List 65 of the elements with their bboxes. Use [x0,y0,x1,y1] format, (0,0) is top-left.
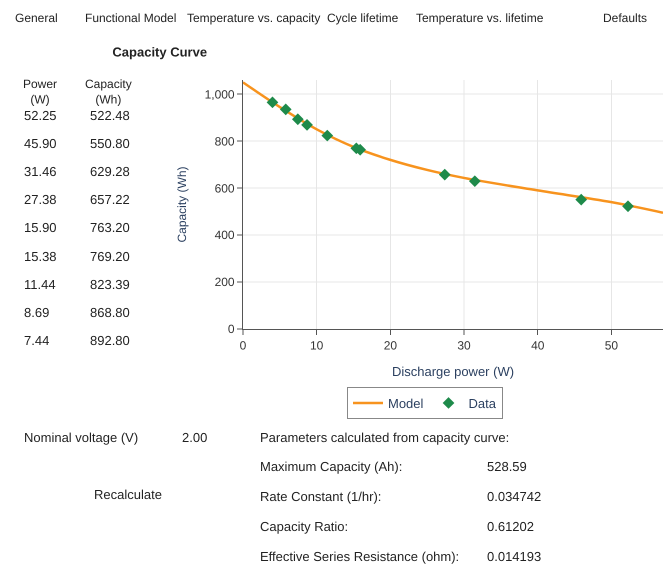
text: 45.90 [24,136,57,151]
point [280,104,292,116]
legend-label: Data [468,396,497,412]
text: Effective Series Resistance (ohm): [260,549,460,564]
text: Recalculate [94,487,162,502]
x-tick-label: 30 [457,338,472,352]
y-tick-label: 400 [214,228,235,242]
text: 15.38 [24,249,57,264]
text: 528.59 [487,459,527,474]
x-axis-title: Discharge power (W) [392,364,514,379]
text: 868.80 [90,305,130,320]
text: 31.46 [24,164,57,179]
text: 52.25 [24,108,57,123]
y-tick-label: 800 [214,134,235,148]
text: 11.44 [24,277,56,292]
text: 629.28 [90,164,130,179]
point [622,200,634,212]
y-tick-label: 1,000 [204,87,235,102]
point [266,96,278,108]
legend-label: Model [388,396,424,412]
text: Defaults [603,11,648,25]
text: 0.034742 [487,489,542,504]
x-tick-label: 40 [531,338,545,352]
x-tick-label: 50 [604,338,618,352]
text: 0.014193 [487,549,542,564]
text: 27.38 [24,192,57,207]
text: General [15,11,58,25]
text: 0.61202 [487,519,534,534]
x-tick-label: 10 [310,338,324,352]
chart-title: Capacity Curve [112,44,208,60]
y-tick-label: 600 [214,181,235,196]
y-tick-label: 200 [214,275,235,290]
text: Functional Model [85,11,176,25]
text: Capacity (Wh) [85,77,132,107]
text: 769.20 [90,249,130,264]
text: Temperature vs. lifetime [416,11,544,25]
text: 657.22 [90,192,130,207]
text: Cycle lifetime [327,11,399,25]
text: Nominal voltage (V) [24,430,138,445]
text: Capacity Ratio: [260,519,348,534]
text: Maximum Capacity (Ah): [260,459,402,474]
text: 892.80 [90,333,130,348]
text: Parameters calculated from capacity curve: [260,430,510,445]
text: 15.90 [24,220,57,235]
text: Rate Constant (1/hr): [260,489,382,504]
point [575,194,588,206]
text: 823.39 [90,277,130,292]
text: 522.48 [90,108,130,123]
x-tick-label: 20 [384,338,398,352]
point [468,175,481,188]
y-axis-title: Capacity (Wh) [174,166,189,243]
text: Temperature vs. capacity [187,11,320,25]
x-tick-label: 0 [240,338,247,352]
text: 8.69 [24,305,50,320]
text: 2.00 [182,430,208,445]
text: 7.44 [24,333,50,348]
text: 550.80 [90,136,130,151]
text: 763.20 [90,220,130,235]
y-tick-label: 0 [228,322,235,336]
point [301,119,313,131]
line-series [243,81,663,214]
point [292,113,304,126]
point [438,168,451,180]
text: Power (W) [23,77,58,107]
point [321,130,334,142]
